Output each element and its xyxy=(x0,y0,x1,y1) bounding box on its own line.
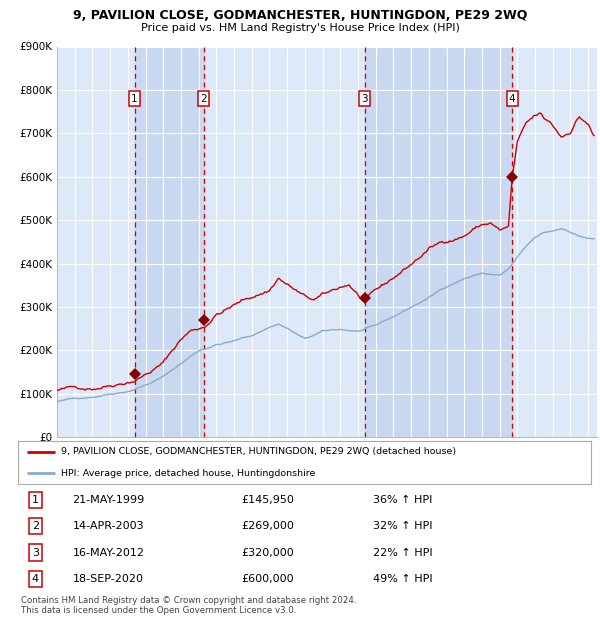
Text: 1: 1 xyxy=(32,495,38,505)
Text: 4: 4 xyxy=(509,94,515,104)
Text: 9, PAVILION CLOSE, GODMANCHESTER, HUNTINGDON, PE29 2WQ (detached house): 9, PAVILION CLOSE, GODMANCHESTER, HUNTIN… xyxy=(61,448,456,456)
Text: 2: 2 xyxy=(200,94,207,104)
Text: 22% ↑ HPI: 22% ↑ HPI xyxy=(373,547,433,557)
Text: 1: 1 xyxy=(131,94,138,104)
Text: 18-SEP-2020: 18-SEP-2020 xyxy=(73,574,143,584)
Text: Price paid vs. HM Land Registry's House Price Index (HPI): Price paid vs. HM Land Registry's House … xyxy=(140,23,460,33)
Text: £600,000: £600,000 xyxy=(241,574,294,584)
Text: 14-APR-2003: 14-APR-2003 xyxy=(73,521,144,531)
Bar xyxy=(134,46,203,437)
Text: 16-MAY-2012: 16-MAY-2012 xyxy=(73,547,145,557)
Text: £145,950: £145,950 xyxy=(241,495,295,505)
Text: £320,000: £320,000 xyxy=(241,547,294,557)
Text: £269,000: £269,000 xyxy=(241,521,295,531)
Text: This data is licensed under the Open Government Licence v3.0.: This data is licensed under the Open Gov… xyxy=(21,606,296,616)
Text: 32% ↑ HPI: 32% ↑ HPI xyxy=(373,521,433,531)
Text: 21-MAY-1999: 21-MAY-1999 xyxy=(73,495,145,505)
Bar xyxy=(365,46,512,437)
Text: 9, PAVILION CLOSE, GODMANCHESTER, HUNTINGDON, PE29 2WQ: 9, PAVILION CLOSE, GODMANCHESTER, HUNTIN… xyxy=(73,9,527,22)
Text: Contains HM Land Registry data © Crown copyright and database right 2024.: Contains HM Land Registry data © Crown c… xyxy=(21,596,356,606)
Text: 36% ↑ HPI: 36% ↑ HPI xyxy=(373,495,433,505)
Text: 49% ↑ HPI: 49% ↑ HPI xyxy=(373,574,433,584)
Text: 3: 3 xyxy=(361,94,368,104)
Text: 4: 4 xyxy=(32,574,39,584)
Text: 2: 2 xyxy=(32,521,39,531)
Text: 3: 3 xyxy=(32,547,38,557)
Text: HPI: Average price, detached house, Huntingdonshire: HPI: Average price, detached house, Hunt… xyxy=(61,469,316,477)
